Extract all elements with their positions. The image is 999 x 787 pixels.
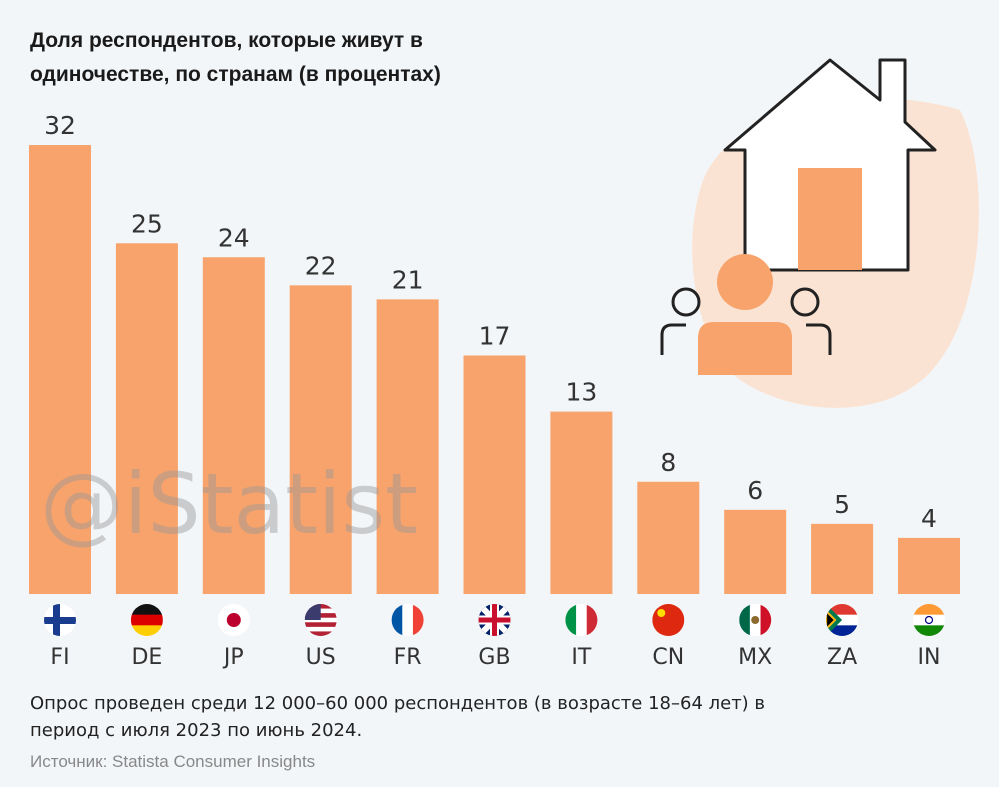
- flag-part: [391, 604, 403, 636]
- bar: [898, 537, 960, 594]
- bar: [202, 257, 265, 594]
- bar: [550, 411, 613, 594]
- x-tick-label: IN: [918, 645, 941, 670]
- flag-part: [304, 617, 337, 623]
- value-label: 32: [44, 111, 76, 140]
- x-tick-label: JP: [222, 645, 244, 670]
- bar: [637, 481, 700, 594]
- flag-part: [226, 613, 241, 627]
- value-label: 5: [834, 490, 850, 519]
- flag-part: [913, 625, 945, 636]
- value-label: 17: [479, 321, 511, 350]
- bar: [29, 145, 91, 595]
- flag-part: [826, 604, 859, 616]
- flag-part: [130, 604, 163, 616]
- x-tick-label: FR: [394, 645, 422, 670]
- flag: [739, 604, 772, 636]
- value-label: 13: [565, 378, 597, 407]
- flag: [565, 604, 598, 636]
- flag-part: [657, 609, 666, 617]
- flag: [652, 604, 685, 636]
- illustration: [660, 58, 979, 408]
- flag-part: [913, 604, 945, 616]
- flag: [217, 604, 250, 636]
- value-label: 21: [392, 265, 424, 294]
- flag-part: [53, 604, 60, 636]
- flag-part: [652, 604, 685, 636]
- source: Источник: Statista Consumer Insights: [30, 752, 316, 771]
- x-tick-label: ZA: [827, 645, 857, 670]
- flag-part: [586, 604, 598, 636]
- flag-part: [826, 614, 859, 626]
- x-tick-label: IT: [571, 645, 591, 670]
- flag: [478, 604, 511, 636]
- flag-part: [304, 626, 337, 632]
- flag-part: [130, 614, 163, 626]
- flag: [130, 604, 163, 636]
- flag: [304, 604, 337, 636]
- flag-part: [412, 604, 424, 636]
- flag-part: [565, 604, 577, 636]
- flag-part: [478, 604, 511, 636]
- flag-part: [924, 615, 934, 625]
- flag-part: [913, 614, 945, 626]
- flag-part: [760, 604, 772, 636]
- flag-part: [576, 604, 588, 636]
- flag-part: [402, 604, 414, 636]
- value-label: 25: [131, 209, 163, 238]
- flag-part: [751, 616, 760, 624]
- flag: [391, 604, 424, 636]
- footnote: Опрос проведен среди 12 000–60 000 респо…: [30, 693, 766, 741]
- value-label: 4: [921, 504, 937, 533]
- flag-part: [739, 604, 751, 636]
- bar: [289, 285, 352, 594]
- flag-part: [130, 625, 163, 636]
- value-label: 8: [660, 448, 676, 477]
- x-tick-label: CN: [652, 645, 684, 670]
- bar: [724, 509, 787, 594]
- flag: [913, 604, 945, 636]
- bar: [463, 355, 526, 594]
- x-tick-label: MX: [738, 645, 772, 670]
- bar: [115, 243, 178, 594]
- x-tick-label: FI: [50, 645, 69, 670]
- x-tick-label: DE: [131, 645, 162, 670]
- bar: [811, 523, 874, 594]
- flag: [826, 604, 859, 636]
- value-label: 6: [747, 476, 763, 505]
- value-label: 24: [218, 223, 250, 252]
- flag-part: [304, 631, 337, 636]
- chart-title: Доля респондентов, которые живут в одино…: [30, 29, 441, 86]
- bar: [376, 299, 439, 594]
- x-tick-label: GB: [478, 645, 510, 670]
- flag: [44, 604, 76, 636]
- value-label: 22: [305, 251, 337, 280]
- watermark: @iStatist: [40, 455, 418, 553]
- flag-part: [304, 604, 321, 620]
- flag-part: [304, 622, 337, 628]
- flag-part: [826, 625, 859, 636]
- x-tick-label: US: [306, 645, 336, 670]
- flag-part: [826, 608, 837, 632]
